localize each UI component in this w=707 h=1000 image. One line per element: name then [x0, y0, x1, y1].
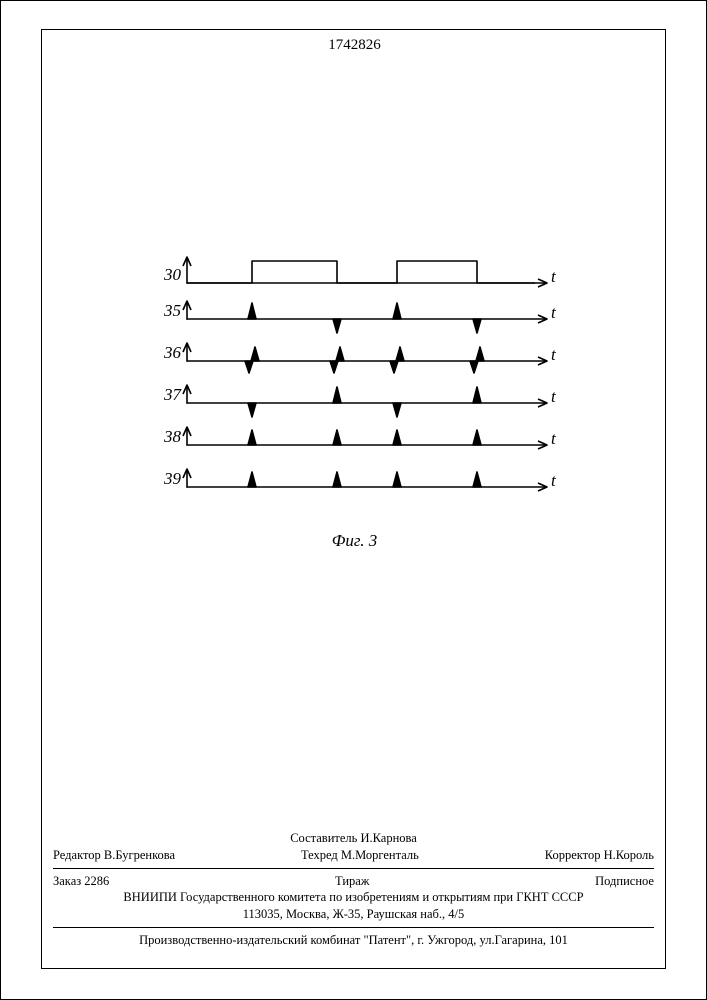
- footer-row-3: Заказ 2286 Тираж Подписное: [53, 873, 654, 890]
- footer-row-1: Составитель И.Карнова: [53, 830, 654, 847]
- footer-org-addr: 113035, Москва, Ж-35, Раушская наб., 4/5: [53, 906, 654, 923]
- document-number: 1742826: [1, 37, 707, 54]
- footer-cell: Редактор В.Бугренкова: [53, 847, 175, 864]
- footer-cell: Техред М.Моргенталь: [301, 847, 419, 864]
- footer-publisher: Производственно-издательский комбинат "П…: [53, 932, 654, 949]
- axis-label-t: t: [551, 429, 556, 449]
- footer-rule: [53, 868, 654, 869]
- axis-label-t: t: [551, 267, 556, 287]
- row-label: 38: [153, 427, 181, 447]
- timing-svg: [157, 251, 557, 531]
- timing-diagram: [157, 251, 557, 531]
- row-label: 39: [153, 469, 181, 489]
- axis-label-t: t: [551, 345, 556, 365]
- imprint-footer: Составитель И.Карнова Редактор В.Бугренк…: [53, 830, 654, 949]
- axis-label-t: t: [551, 303, 556, 323]
- figure-label: Фиг. 3: [1, 531, 707, 551]
- row-label: 37: [153, 385, 181, 405]
- footer-rule: [53, 927, 654, 928]
- footer-cell: Подписное: [595, 873, 654, 890]
- page: 1742826 30 t 35 t 36 t 37 t 38 t 39 t Фиг. 3 Состав…: [0, 0, 707, 1000]
- footer-cell: Заказ 2286: [53, 873, 109, 890]
- footer-row-2: Редактор В.Бугренкова Техред М.Моргентал…: [53, 847, 654, 864]
- row-label: 30: [153, 265, 181, 285]
- axis-label-t: t: [551, 387, 556, 407]
- row-label: 35: [153, 301, 181, 321]
- footer-cell: Составитель И.Карнова: [290, 830, 417, 847]
- row-label: 36: [153, 343, 181, 363]
- footer-org: ВНИИПИ Государственного комитета по изоб…: [53, 889, 654, 906]
- axis-label-t: t: [551, 471, 556, 491]
- footer-cell: Корректор Н.Король: [545, 847, 654, 864]
- footer-cell: Тираж: [335, 873, 369, 890]
